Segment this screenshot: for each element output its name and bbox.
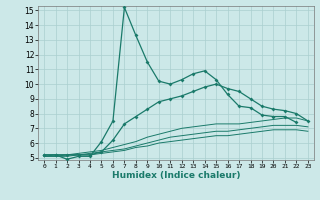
X-axis label: Humidex (Indice chaleur): Humidex (Indice chaleur): [112, 171, 240, 180]
